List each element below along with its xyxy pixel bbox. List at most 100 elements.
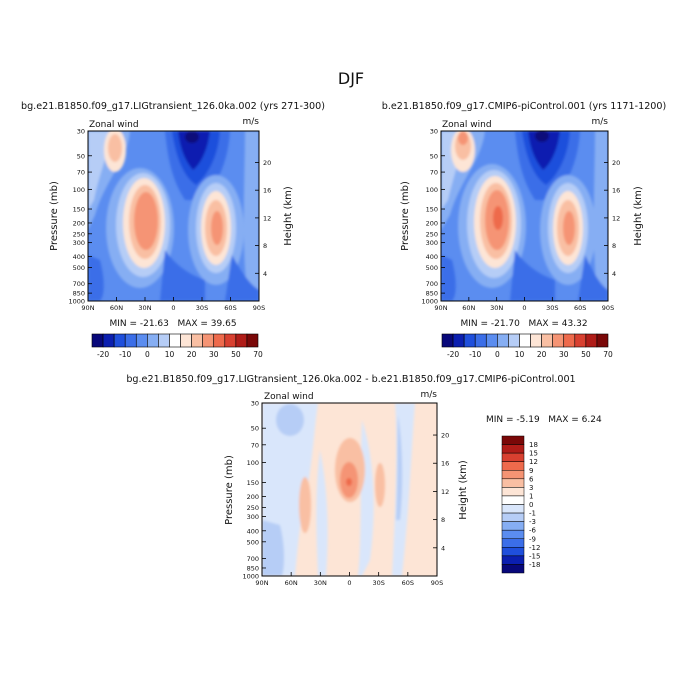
colorbar-label: 50 [231, 350, 241, 359]
colorbar-swatch [501, 512, 525, 522]
colorbar-label: 6 [529, 475, 534, 483]
x-tick-label: 90S [253, 304, 265, 312]
variable-label: Zonal wind [89, 120, 139, 130]
colorbar-label: 9 [529, 467, 533, 475]
colorbar-label: 70 [603, 350, 613, 359]
contour-field [262, 403, 437, 576]
colorbar-swatch [485, 333, 498, 348]
variable-label: Zonal wind [264, 392, 314, 402]
colorbar-swatch [501, 564, 525, 574]
colorbar-label: -12 [529, 544, 540, 552]
y2-tick-label: 20 [612, 159, 620, 167]
y-tick-label: 50 [77, 152, 85, 160]
panel-picontrol: b.e21.B1850.f09_g17.CMIP6-piControl.001 … [382, 101, 667, 359]
y-tick-label: 150 [426, 206, 438, 214]
x-tick-label: 60N [285, 579, 298, 587]
x-tick-label: 60N [462, 304, 475, 312]
colorbar-swatch [552, 333, 565, 348]
colorbar: -20 -10 0 10 20 30 50 70 [441, 333, 613, 359]
colorbar-swatch [563, 333, 576, 348]
colorbar-swatch [246, 333, 259, 348]
colorbar-label: -18 [529, 561, 540, 569]
units-label: m/s [592, 117, 609, 127]
y2-tick-label: 20 [263, 159, 271, 167]
colorbar-label: 30 [559, 350, 569, 359]
y2-axis: 20 16 12 8 4 [604, 159, 620, 278]
colorbar-label: 20 [187, 350, 197, 359]
colorbar-swatch [596, 333, 609, 348]
y-tick-label: 50 [430, 152, 438, 160]
colorbar-swatch [541, 333, 553, 348]
colorbar-label: -3 [529, 518, 536, 526]
x-tick-label: 90N [434, 304, 447, 312]
colorbar-label: -20 [447, 350, 459, 359]
min-max-label: MIN = -21.63 MAX = 39.65 [109, 319, 236, 329]
min-max-label: MIN = -5.19 MAX = 6.24 [486, 415, 602, 425]
colorbar-swatch [463, 333, 476, 348]
colorbar-swatch [202, 333, 215, 348]
colorbar-swatch [501, 461, 525, 471]
x-tick-label: 0 [347, 579, 351, 587]
y2-axis-title: Height (km) [283, 186, 294, 246]
colorbar-label: -9 [529, 535, 536, 543]
panel-title: bg.e21.B1850.f09_g17.LIGtransient_126.0k… [126, 374, 575, 385]
y2-tick-label: 20 [441, 432, 449, 440]
contour-field [441, 131, 608, 301]
y2-tick-label: 4 [441, 544, 445, 552]
y-tick-label: 250 [426, 230, 438, 238]
colorbar-swatch [501, 470, 525, 480]
colorbar-label: 10 [515, 350, 525, 359]
y-tick-label: 400 [426, 253, 438, 261]
x-tick-label: 30S [372, 579, 384, 587]
y-tick-label: 100 [73, 186, 85, 194]
colorbar-label: -10 [119, 350, 131, 359]
colorbar-label: 0 [529, 501, 533, 509]
colorbar-swatch [501, 521, 525, 531]
x-tick-label: 30N [490, 304, 503, 312]
units-label: m/s [421, 390, 438, 400]
x-tick-label: 30S [546, 304, 558, 312]
y-tick-label: 150 [73, 206, 85, 214]
colorbar-swatch [497, 333, 509, 348]
colorbar: -20 -10 0 10 20 30 50 70 [91, 333, 263, 359]
colorbar-swatch [474, 333, 487, 348]
x-tick-label: 90S [602, 304, 614, 312]
y2-tick-label: 8 [612, 242, 616, 250]
y-axis-title: Pressure (mb) [400, 181, 411, 251]
y-tick-label: 850 [426, 290, 438, 298]
colorbar-swatch [585, 333, 598, 348]
colorbar-label: 0 [145, 350, 150, 359]
y2-tick-label: 8 [263, 242, 267, 250]
colorbar-swatch [501, 478, 525, 488]
y-tick-label: 300 [247, 513, 259, 521]
colorbar-swatch [501, 538, 525, 548]
colorbar-label: 20 [537, 350, 547, 359]
y-tick-label: 300 [426, 239, 438, 247]
x-tick-label: 60S [224, 304, 236, 312]
y-tick-label: 50 [251, 425, 259, 433]
y-tick-label: 30 [77, 128, 85, 136]
y2-axis-title: Height (km) [458, 460, 469, 520]
colorbar-swatch [508, 333, 520, 348]
y-tick-label: 250 [73, 230, 85, 238]
colorbar-swatch [158, 333, 170, 348]
colorbar-swatch [91, 333, 104, 348]
x-tick-label: 60S [574, 304, 586, 312]
panel-title: bg.e21.B1850.f09_g17.LIGtransient_126.0k… [21, 101, 325, 112]
y2-tick-label: 12 [441, 488, 449, 496]
y-tick-label: 700 [247, 555, 259, 563]
colorbar-swatch [213, 333, 226, 348]
y-tick-label: 1000 [242, 573, 259, 581]
y-tick-label: 200 [73, 219, 85, 227]
y-tick-label: 150 [247, 479, 259, 487]
x-tick-label: 30S [196, 304, 208, 312]
x-tick-label: 90N [81, 304, 94, 312]
contour-field [88, 131, 259, 301]
colorbar-label: 15 [529, 450, 538, 458]
colorbar-label: 50 [581, 350, 591, 359]
colorbar-swatch [501, 529, 525, 539]
units-label: m/s [243, 117, 260, 127]
x-tick-label: 30N [138, 304, 151, 312]
